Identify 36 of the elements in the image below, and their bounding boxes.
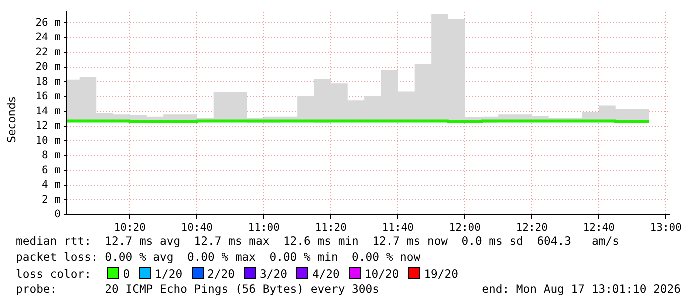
text: 10/20 bbox=[364, 267, 400, 281]
y-tick-label: 20 m bbox=[36, 61, 61, 74]
y-tick-label: 24 m bbox=[36, 32, 61, 44]
x-tick-label: 10:20 bbox=[114, 222, 146, 234]
x-tick-label: 11:00 bbox=[248, 222, 280, 234]
y-tick-label: 22 m bbox=[36, 46, 61, 58]
y-tick-label: 0 bbox=[54, 208, 61, 221]
text: 0 bbox=[123, 267, 130, 281]
y-tick-label: 2 m bbox=[42, 194, 61, 206]
y-tick-label: 10 m bbox=[36, 134, 61, 147]
text: loss color: bbox=[16, 267, 92, 281]
x-tick-label: 11:40 bbox=[382, 222, 414, 234]
y-tick-label: 16 m bbox=[36, 90, 61, 103]
x-tick-label: 13:00 bbox=[650, 222, 682, 234]
x-tick-label: 12:20 bbox=[516, 222, 548, 234]
text: 4/20 bbox=[312, 267, 340, 281]
y-tick-label: 12 m bbox=[36, 120, 61, 132]
y-tick-label: 4 m bbox=[42, 179, 61, 192]
y-tick-label: 26 m bbox=[36, 16, 61, 29]
y-tick-label: 18 m bbox=[36, 76, 61, 88]
x-tick-label: 12:40 bbox=[583, 222, 615, 234]
text: median rtt: 12.7 ms avg 12.7 ms max 12.6 ms min 12.7 ms now 0.0 ms sd 604.3 am/s bbox=[16, 234, 620, 248]
text: probe: 20 ICMP Echo Pings (56 Bytes) every 300s bbox=[16, 282, 380, 296]
x-tick-label: 11:20 bbox=[315, 222, 347, 234]
text: packet loss: 0.00 % avg 0.00 % max 0.00 % min 0.00 % now bbox=[16, 250, 421, 264]
y-tick-label: 6 m bbox=[42, 164, 61, 176]
text: 2/20 bbox=[208, 267, 236, 281]
text: 19/20 bbox=[424, 267, 458, 281]
text: 1/20 bbox=[155, 267, 183, 281]
x-tick-label: 10:40 bbox=[181, 222, 213, 234]
y-tick-label: 8 m bbox=[42, 150, 61, 162]
text: 3/20 bbox=[260, 267, 288, 281]
text: end: Mon Aug 17 13:01:10 2026 bbox=[482, 282, 681, 296]
y-tick-label: 14 m bbox=[36, 105, 61, 118]
x-tick-label: 12:00 bbox=[449, 222, 481, 234]
y-axis-title: Seconds bbox=[6, 96, 18, 144]
